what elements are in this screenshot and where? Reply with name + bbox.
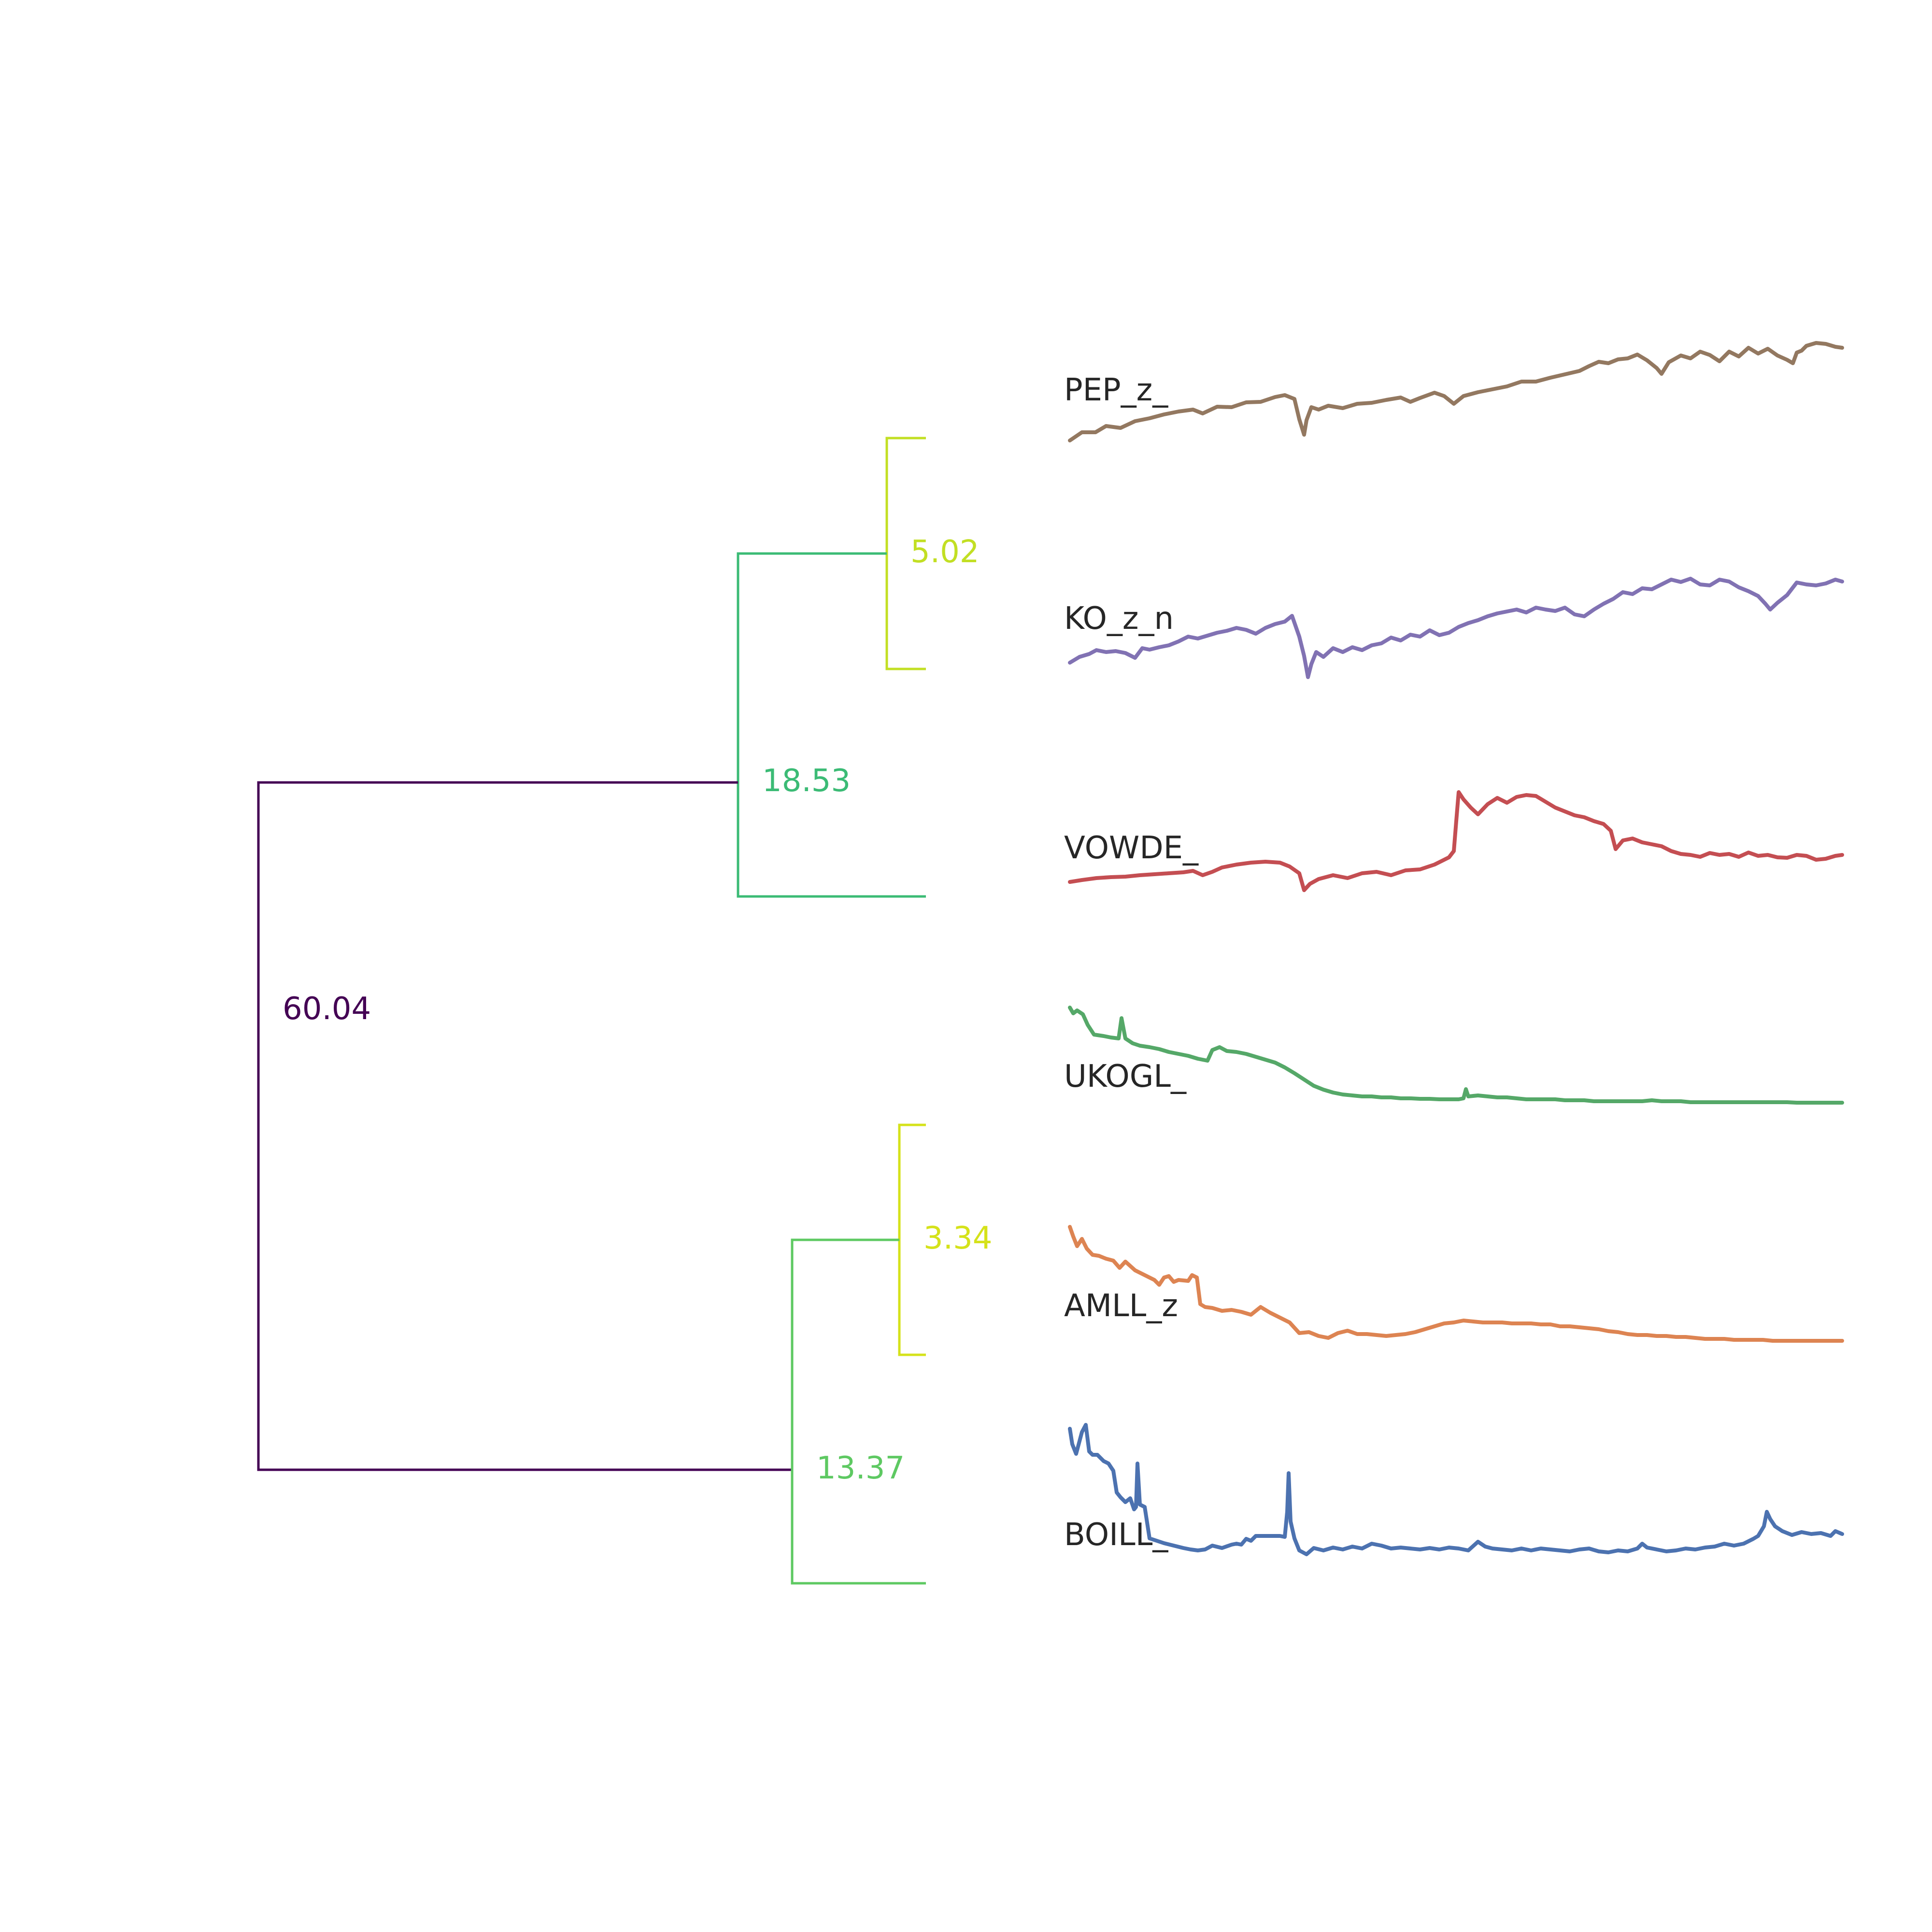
leaf-labels: PEP_z_ KO_z_n VOWDE_ UKOGL_ AMLL_z BOILL…: [1064, 372, 1199, 1553]
sparkline-amll: [1068, 1225, 1844, 1343]
merge-height-label: 13.37: [816, 1450, 905, 1486]
merge-height-labels: 5.02 18.53 60.04 3.34 13.37: [283, 534, 993, 1486]
merge-link-3-34: [898, 1123, 926, 1356]
merge-link-13-37: [791, 1238, 926, 1585]
sparkline-boill: [1068, 1423, 1844, 1556]
merge-height-label: 18.53: [762, 763, 851, 799]
leaf-label: AMLL_z: [1064, 1288, 1178, 1324]
merge-height-label: 60.04: [283, 991, 371, 1027]
sparkline-ukogl: [1068, 1006, 1844, 1105]
merge-link-60-04: [257, 781, 792, 1471]
leaf-label: VOWDE_: [1064, 830, 1199, 866]
leaf-sparklines: [1068, 341, 1844, 1556]
sparkline-ko: [1068, 577, 1844, 679]
sparkline-pep: [1068, 341, 1844, 442]
leaf-label: PEP_z_: [1064, 372, 1168, 408]
merge-height-label: 5.02: [910, 534, 980, 570]
leaf-label: BOILL_: [1064, 1517, 1168, 1553]
leaf-label: UKOGL_: [1064, 1059, 1187, 1094]
merge-height-label: 3.34: [923, 1221, 993, 1256]
merge-link-18-53: [737, 552, 926, 898]
leaf-label: KO_z_n: [1064, 601, 1174, 637]
dendrogram-links: [257, 437, 926, 1585]
sparkline-vowde: [1068, 790, 1844, 892]
